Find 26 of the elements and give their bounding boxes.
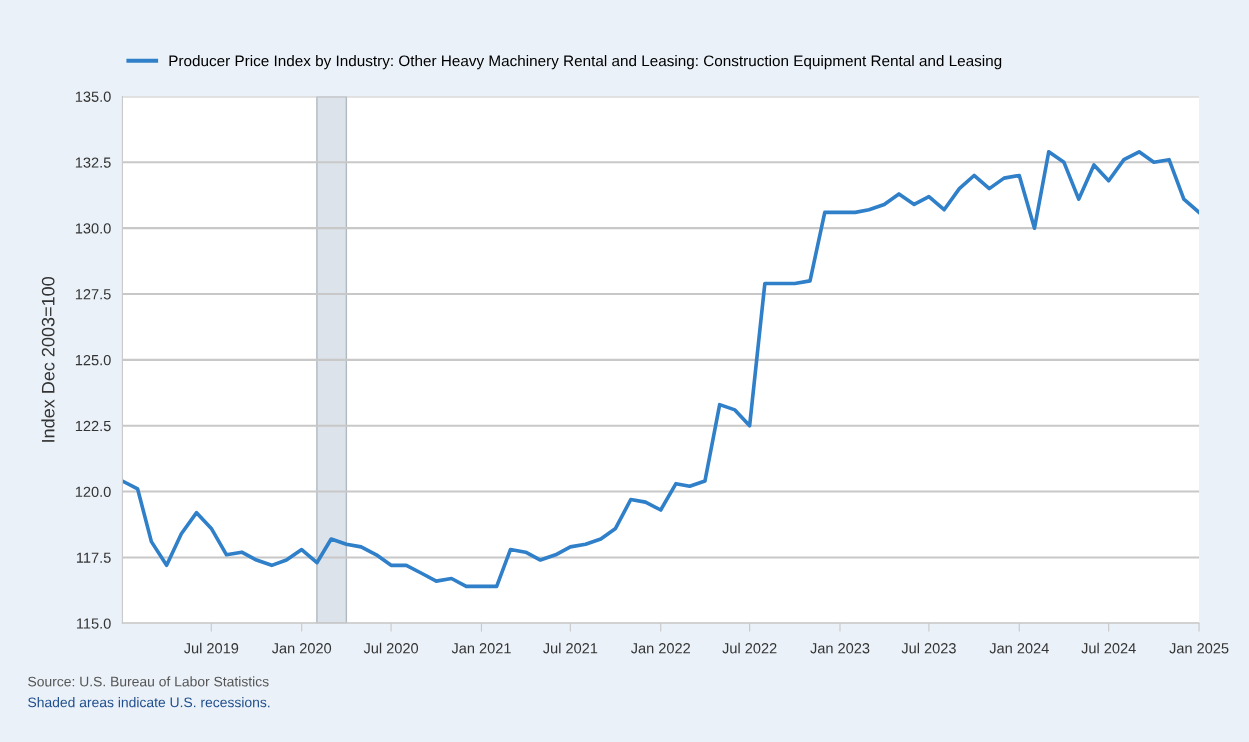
x-tick-label: Jul 2022 bbox=[722, 642, 777, 654]
y-tick-label: 135.0 bbox=[75, 91, 111, 102]
x-tick-label: Jan 2022 bbox=[630, 643, 690, 654]
line-series bbox=[122, 149, 1200, 589]
source-note: Source: U.S. Bureau of Labor Statistics bbox=[28, 676, 269, 687]
legend-label: Producer Price Index by Industry: Other Heavy Machinery Rental and Leasing: Construction Equipment Rental and Leasing bbox=[169, 55, 1002, 70]
y-tick-label: 127.5 bbox=[75, 289, 111, 300]
y-axis-title: Index Dec 2003=100 bbox=[41, 277, 55, 442]
x-tick-label: Jan 2020 bbox=[271, 643, 332, 654]
y-tick-label: 130.0 bbox=[75, 223, 111, 234]
y-tick-label: 132.5 bbox=[75, 157, 111, 168]
x-tick-label: Jan 2023 bbox=[810, 643, 870, 654]
x-tick-label: Jan 2025 bbox=[1169, 643, 1229, 654]
x-tick-label: Jul 2019 bbox=[183, 642, 239, 654]
y-tick-label: 115.0 bbox=[76, 618, 111, 629]
x-tick-label: Jul 2024 bbox=[1081, 642, 1136, 654]
x-tick-label: Jan 2021 bbox=[451, 643, 511, 654]
y-tick-label: 120.0 bbox=[75, 486, 111, 497]
y-tick-label: 122.5 bbox=[75, 420, 111, 432]
x-tick-label: Jul 2021 bbox=[543, 642, 598, 654]
x-tick-label: Jul 2020 bbox=[363, 642, 419, 654]
y-tick-label: 125.0 bbox=[75, 354, 111, 366]
x-tick-label: Jul 2023 bbox=[901, 642, 956, 654]
x-tick-label: Jan 2024 bbox=[989, 643, 1049, 654]
y-tick-label: 117.5 bbox=[76, 552, 111, 563]
text: Shaded areas indicate U.S. recessions. bbox=[28, 697, 270, 708]
